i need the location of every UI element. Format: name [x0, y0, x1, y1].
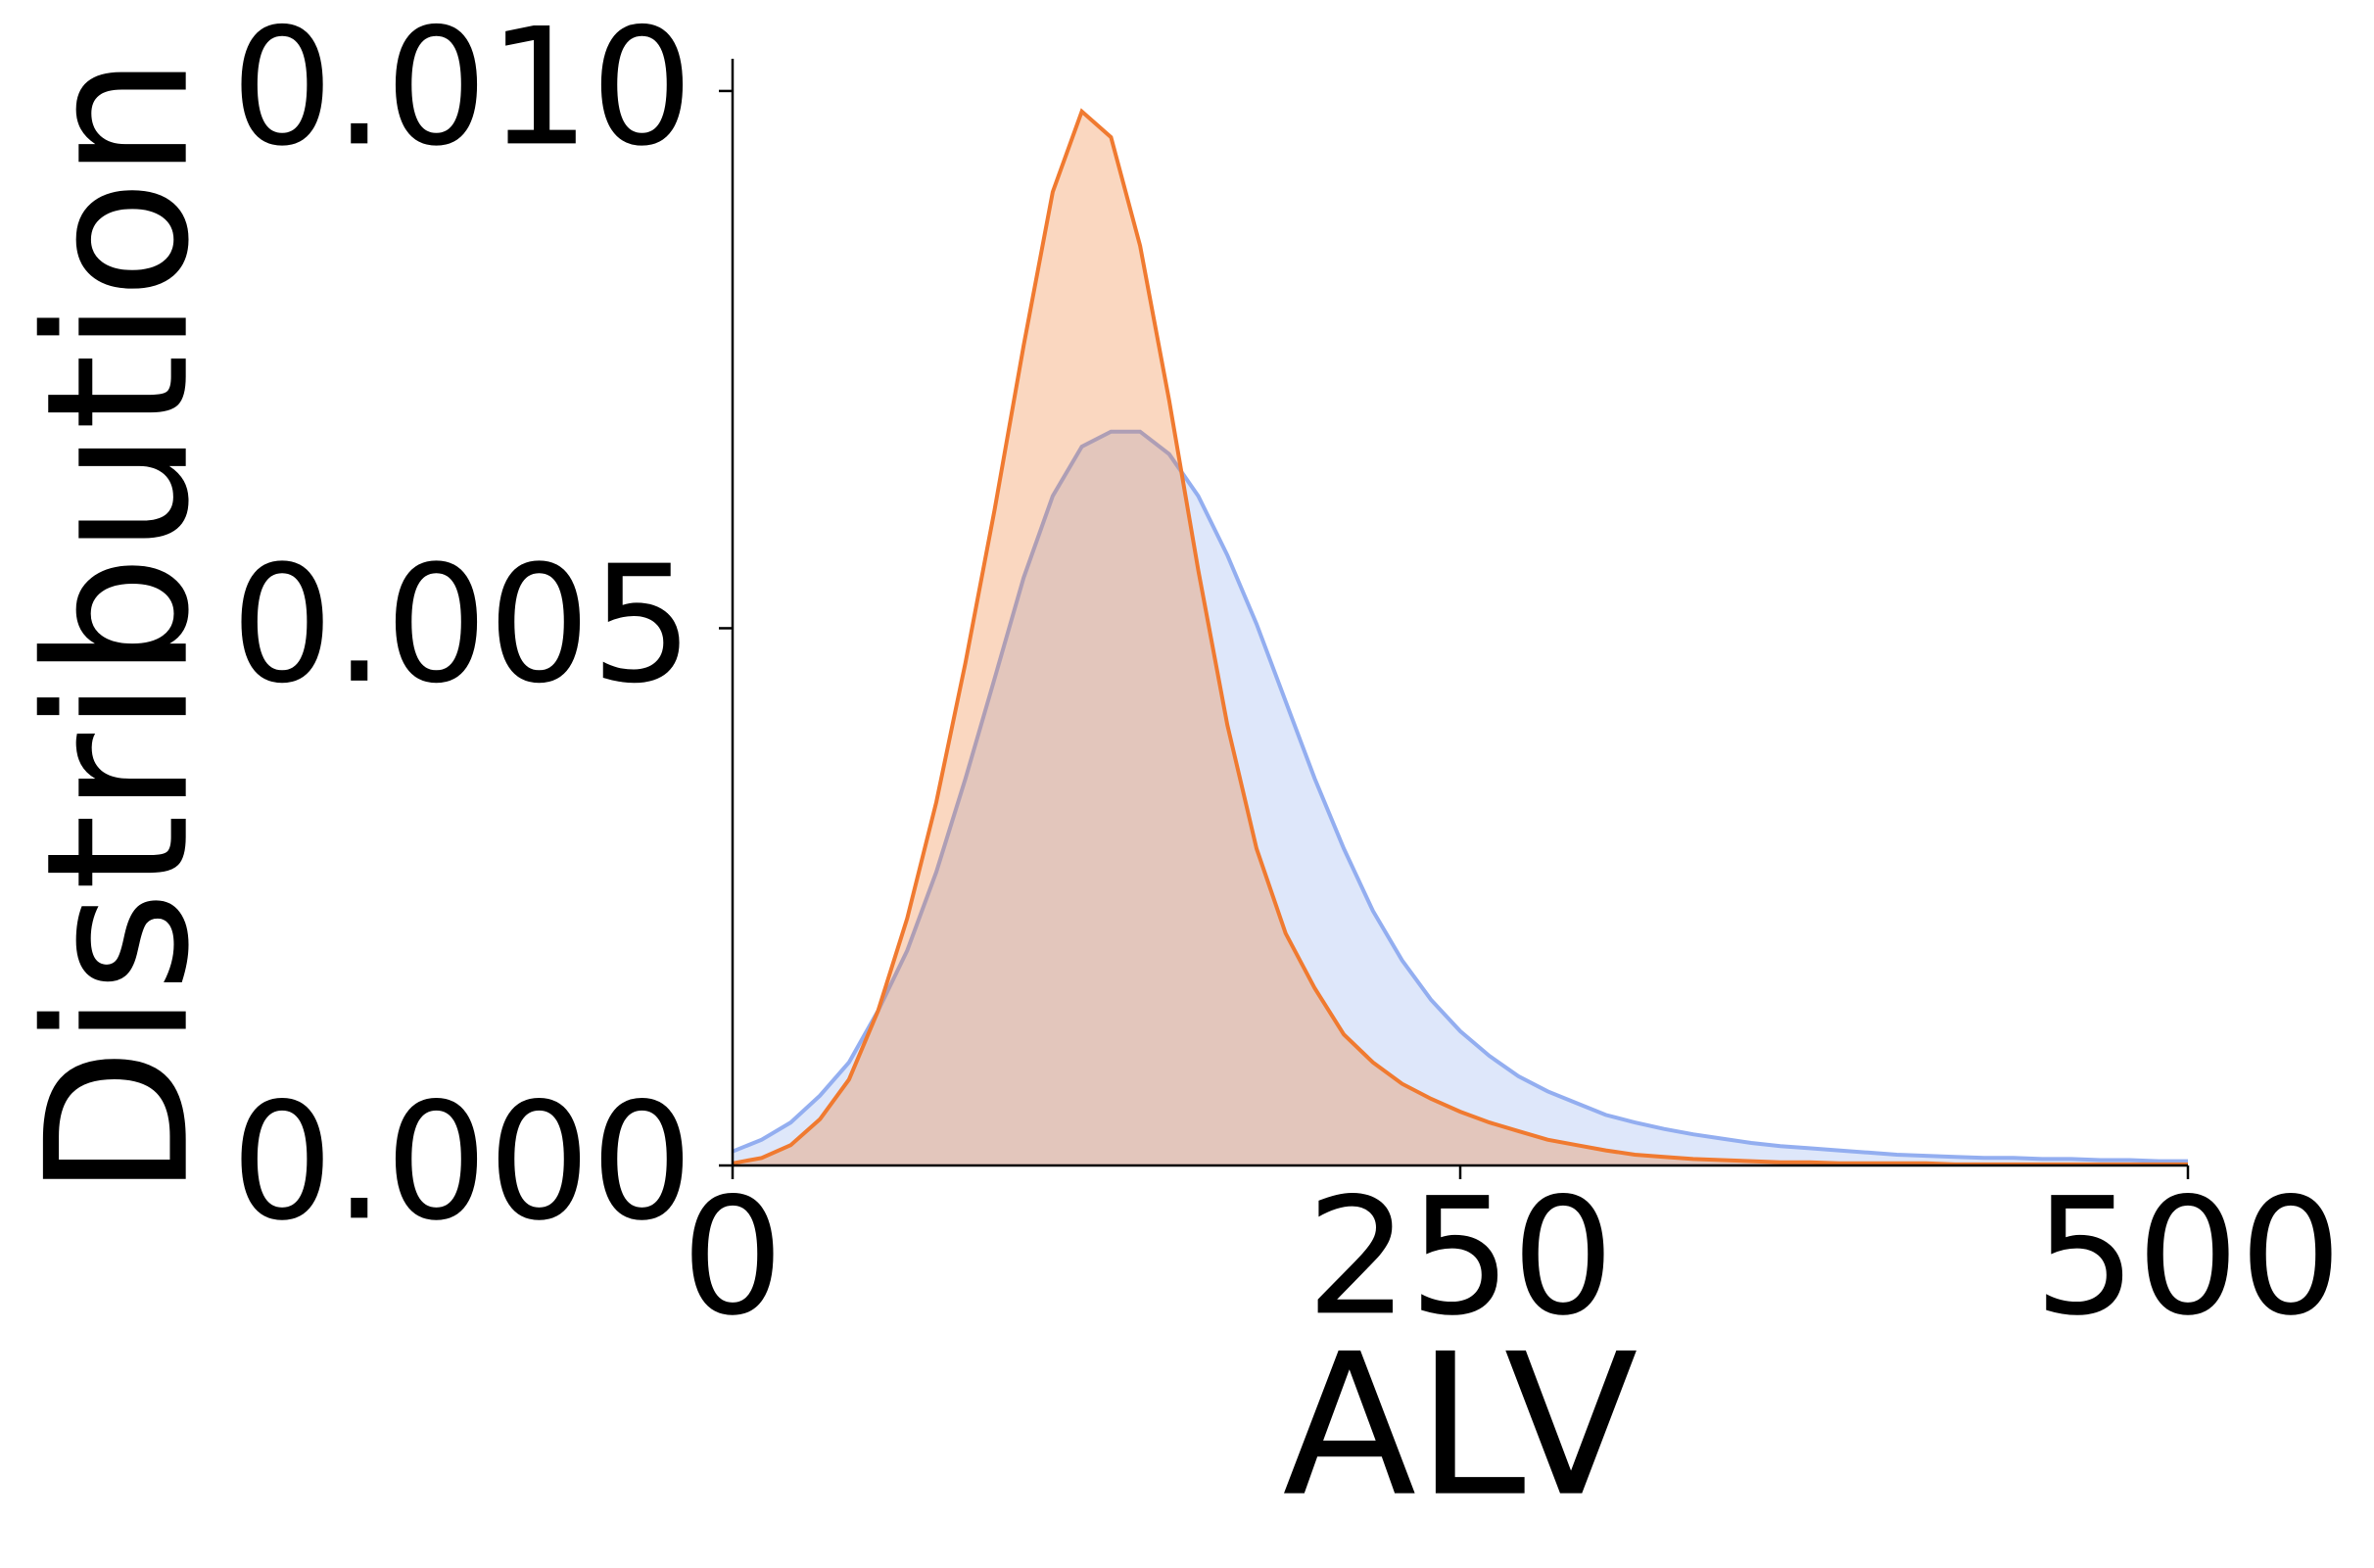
y-tick-label: 0.000	[231, 1068, 693, 1256]
y-tick-label: 0.005	[231, 531, 693, 719]
area-fill	[733, 111, 2188, 1165]
x-tick-label: 0	[682, 1163, 784, 1351]
line	[732, 429, 2188, 1164]
x-tick-label: 500	[2034, 1163, 2343, 1351]
line	[732, 108, 2188, 1166]
x-axis-label: ALV	[1282, 1312, 1638, 1541]
y-tick-label: 0.010	[231, 0, 693, 181]
area-fill	[733, 431, 2188, 1165]
y-axis-label: Distribution	[5, 56, 233, 1199]
x-tick-label: 250	[1306, 1163, 1615, 1351]
